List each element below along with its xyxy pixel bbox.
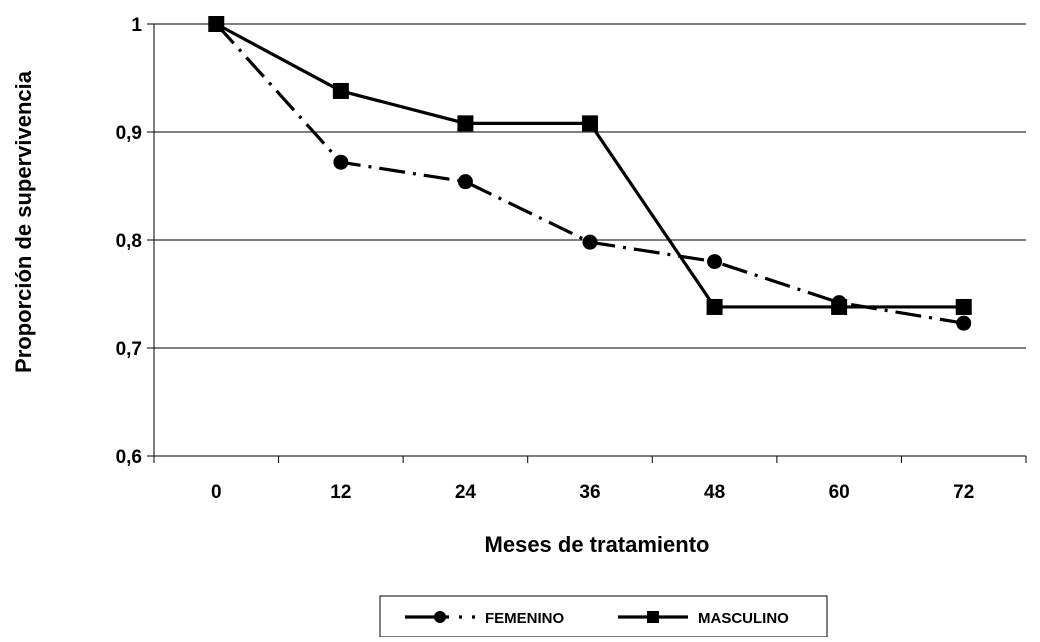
legend-label: MASCULINO bbox=[698, 610, 789, 627]
legend-item-masculino: MASCULINO bbox=[618, 610, 789, 627]
legend-item-femenino: FEMENINO bbox=[405, 610, 565, 627]
data-point-femenino bbox=[333, 154, 349, 170]
legend-swatch-marker bbox=[434, 611, 446, 623]
legend-box bbox=[379, 595, 828, 638]
legend-swatch-marker bbox=[647, 611, 659, 623]
data-point-femenino bbox=[707, 254, 723, 270]
data-point-femenino bbox=[582, 234, 598, 250]
x-tick-label: 12 bbox=[330, 482, 351, 503]
legend-label: FEMENINO bbox=[485, 610, 565, 627]
data-point-masculino bbox=[955, 298, 972, 315]
data-point-masculino bbox=[208, 16, 225, 32]
data-point-masculino bbox=[582, 115, 598, 132]
y-tick-label: 0,6 bbox=[116, 447, 142, 468]
ticks: 0,6 0,7 0,8 0,9 1 0 12 24 36 48 60 72 bbox=[116, 15, 1027, 503]
data-point-masculino bbox=[332, 82, 349, 99]
x-axis-title: Meses de tratamiento bbox=[485, 532, 710, 557]
x-tick-label: 60 bbox=[829, 482, 850, 503]
x-tick-label: 72 bbox=[953, 482, 974, 503]
y-tick-label: 0,9 bbox=[116, 123, 142, 144]
data-point-masculino bbox=[706, 298, 723, 315]
series-line-femenino bbox=[215, 22, 964, 325]
y-tick-label: 1 bbox=[131, 15, 142, 36]
series-femenino bbox=[208, 16, 972, 331]
legend: FEMENINO MASCULINO bbox=[379, 595, 828, 638]
x-tick-label: 24 bbox=[455, 482, 477, 503]
x-tick-label: 36 bbox=[579, 482, 600, 503]
y-tick-label: 0,8 bbox=[116, 231, 142, 252]
data-point-femenino bbox=[956, 315, 972, 331]
x-tick-label: 48 bbox=[704, 482, 725, 503]
series-line-masculino bbox=[215, 22, 964, 309]
data-point-masculino bbox=[831, 298, 848, 315]
y-axis-title: Proporción de supervivencia bbox=[11, 70, 36, 373]
gridlines bbox=[154, 23, 1026, 349]
x-tick-label: 0 bbox=[211, 482, 222, 503]
series-masculino bbox=[208, 16, 972, 315]
series bbox=[208, 16, 972, 331]
y-tick-label: 0,7 bbox=[116, 339, 142, 360]
data-point-femenino bbox=[457, 174, 473, 190]
data-point-masculino bbox=[457, 115, 474, 132]
